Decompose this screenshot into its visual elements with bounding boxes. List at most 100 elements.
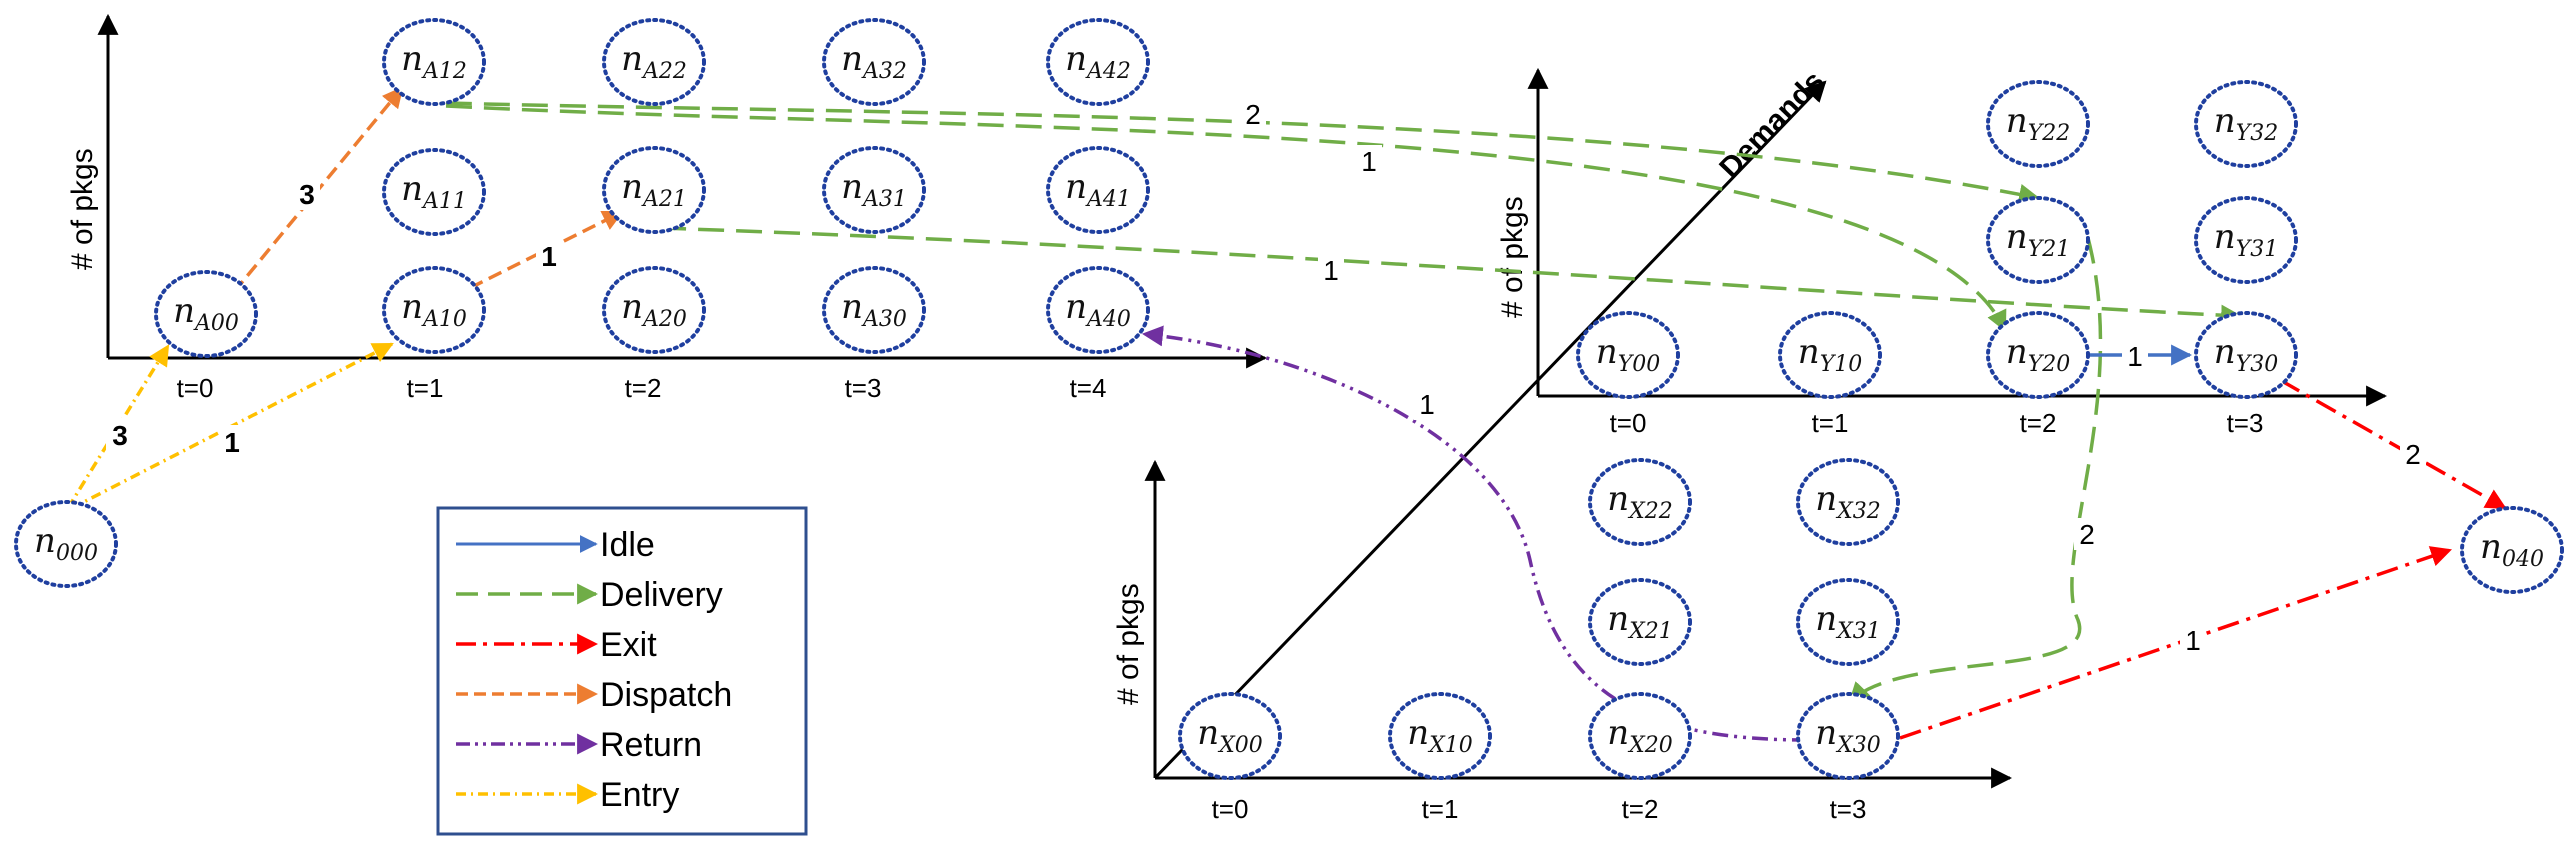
node-ellipse	[1178, 692, 1282, 780]
node-nY32: nY32	[2194, 80, 2298, 168]
node-nA10: nA10	[382, 266, 486, 354]
node-label: nA40	[1065, 287, 1131, 332]
legend-label-entry: Entry	[600, 776, 679, 814]
node-label: nX30	[1815, 713, 1881, 758]
node-label-main: n	[2006, 217, 2028, 257]
node-nY22: nY22	[1986, 80, 2090, 168]
node-nA11: nA11	[382, 148, 486, 236]
node-label-main: n	[841, 287, 863, 327]
node-nA41: nA41	[1046, 146, 1150, 234]
legend-label-return: Return	[600, 726, 702, 764]
node-label-sub: X30	[1835, 733, 1881, 758]
node-nA00: nA00	[154, 270, 258, 358]
node-nX00: nX00	[1178, 692, 1282, 780]
node-label-main: n	[401, 287, 423, 327]
node-label: nA31	[841, 167, 907, 212]
node-label-main: n	[1607, 479, 1629, 519]
node-label: nX10	[1407, 713, 1473, 758]
node-nA20: nA20	[602, 266, 706, 354]
legend-label-exit: Exit	[600, 626, 657, 664]
node-label-sub: A30	[861, 307, 907, 332]
a-tick-4: t=4	[1070, 373, 1107, 403]
node-label-main: n	[1065, 167, 1087, 207]
legend-item-idle: Idle	[456, 526, 655, 564]
node-ellipse	[822, 266, 926, 354]
x-y-axis-title: # of pkgs	[1112, 583, 1145, 705]
node-ellipse	[382, 148, 486, 236]
node-label: n000	[34, 521, 98, 566]
node-label-main: n	[1815, 713, 1837, 753]
node-label: nA10	[401, 287, 467, 332]
x-tick-2: t=2	[1622, 794, 1659, 824]
legend-item-entry: Entry	[456, 776, 679, 814]
node-nX31: nX31	[1796, 578, 1900, 666]
a-tick-1: t=1	[407, 373, 444, 403]
node-label: nX32	[1815, 479, 1881, 524]
node-label-sub: 000	[56, 541, 98, 566]
node-label-sub: Y21	[2028, 237, 2071, 262]
node-label-sub: Y32	[2236, 121, 2279, 146]
node-nY10: nY10	[1778, 311, 1882, 399]
node-ellipse	[602, 146, 706, 234]
node-nA32: nA32	[822, 18, 926, 106]
node-label-main: n	[621, 39, 643, 79]
node-label: nX21	[1607, 599, 1673, 644]
node-label-sub: A12	[421, 59, 467, 84]
node-nA40: nA40	[1046, 266, 1150, 354]
a-tick-2: t=2	[625, 373, 662, 403]
node-label: nY20	[2006, 332, 2070, 377]
node-nY00: nY00	[1576, 311, 1680, 399]
node-label-sub: A11	[421, 189, 467, 214]
node-ellipse	[1588, 692, 1692, 780]
demands-axis-title: Demands	[1713, 65, 1831, 185]
x-tick-3: t=3	[1830, 794, 1867, 824]
node-nX10: nX10	[1388, 692, 1492, 780]
legend: Idle Delivery Exit Dispatch Return Entry	[436, 506, 808, 836]
axis-group-x: # of pkgs t=0 t=1 t=2 t=3	[1112, 459, 2013, 824]
node-ellipse	[382, 266, 486, 354]
node-label: nX31	[1815, 599, 1881, 644]
node-label: nA41	[1065, 167, 1131, 212]
node-label-sub: Y30	[2236, 352, 2279, 377]
node-label-sub: A20	[641, 307, 687, 332]
node-nX32: nX32	[1796, 458, 1900, 546]
node-n000: n000	[14, 500, 118, 588]
node-label: nA21	[621, 167, 687, 212]
node-label-main: n	[1197, 713, 1219, 753]
node-label: nX20	[1607, 713, 1673, 758]
node-nA31: nA31	[822, 146, 926, 234]
node-ellipse	[1986, 196, 2090, 284]
node-ellipse	[602, 266, 706, 354]
x-tick-1: t=1	[1422, 794, 1459, 824]
node-label-sub: Y20	[2028, 352, 2071, 377]
node-label-sub: Y10	[1820, 352, 1863, 377]
node-label: n040	[2480, 527, 2544, 572]
node-label-main: n	[2006, 101, 2028, 141]
node-label: nA42	[1065, 39, 1131, 84]
legend-item-exit: Exit	[456, 626, 657, 664]
node-label-main: n	[621, 287, 643, 327]
delivery-edge-nY21-nX30	[1848, 237, 2103, 704]
node-label-main: n	[1407, 713, 1429, 753]
node-nY31: nY31	[2194, 196, 2298, 284]
node-label: nA30	[841, 287, 907, 332]
node-label: nX00	[1197, 713, 1263, 758]
node-label-main: n	[841, 39, 863, 79]
node-nA42: nA42	[1046, 18, 1150, 106]
node-ellipse	[2194, 311, 2298, 399]
edge-labels: 3 1 3 1 2 1 1 1 1 2 2 1	[106, 98, 2426, 656]
node-label-main: n	[841, 167, 863, 207]
node-nA21: nA21	[602, 146, 706, 234]
legend-label-dispatch: Dispatch	[600, 676, 732, 714]
dispatch-label-3: 3	[299, 179, 315, 210]
node-label-sub: X10	[1427, 733, 1473, 758]
exit-edge-nY30-n040	[2279, 378, 2507, 510]
delivery-edge-nA21-nY30	[659, 226, 2243, 326]
node-label-main: n	[1815, 479, 1837, 519]
node-nY30: nY30	[2194, 311, 2298, 399]
node-label-main: n	[621, 167, 643, 207]
a-tick-3: t=3	[845, 373, 882, 403]
demands-axis-group: Demands	[1153, 65, 1831, 780]
node-ellipse	[1986, 80, 2090, 168]
